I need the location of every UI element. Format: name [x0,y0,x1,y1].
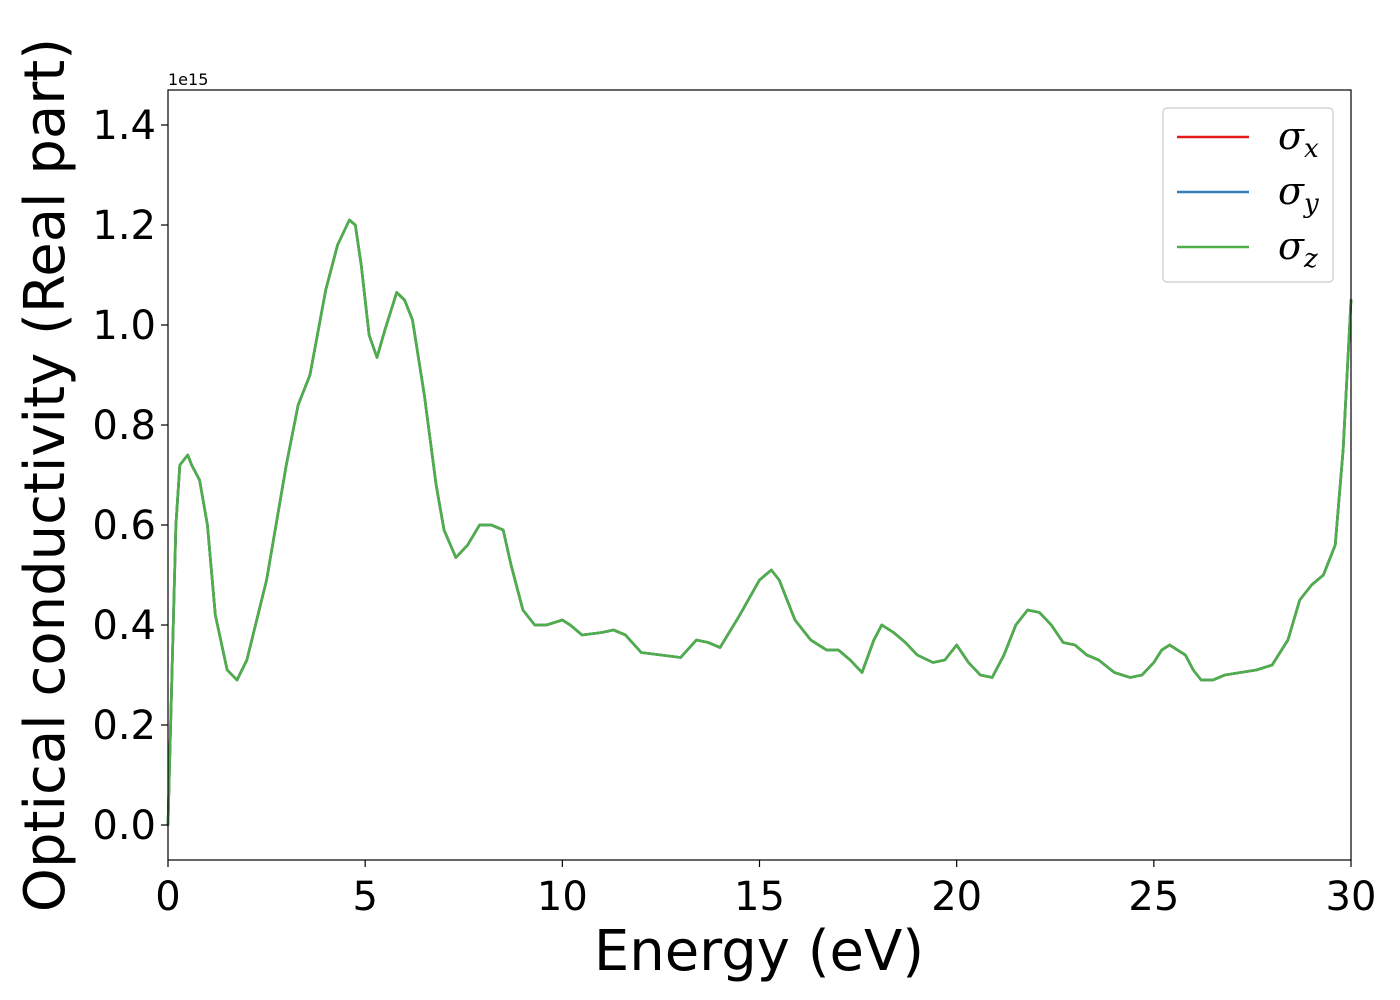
y-tick-label: 1.0 [92,303,156,349]
x-tick-label: 5 [352,874,377,920]
y-tick-label: 1.2 [92,203,156,249]
y-tick-label: 0.4 [92,603,156,649]
legend-label-x: σx [1278,114,1319,164]
x-tick-label: 25 [1128,874,1179,920]
plot-lines [166,218,1353,827]
x-tick-label: 20 [931,874,982,920]
legend-label-z: σz [1278,224,1318,274]
x-tick-label: 15 [734,874,785,920]
series-line-2 [166,218,1353,827]
y-tick-label: 0.2 [92,703,156,749]
y-offset-label: 1e15 [168,70,208,89]
x-tick-label: 0 [155,874,180,920]
x-axis-ticks: 0 5 10 15 20 25 30 [155,860,1376,920]
x-axis-title: Energy (eV) [594,919,924,984]
y-axis-ticks: 0.0 0.2 0.4 0.6 0.8 1.0 1.2 1.4 [92,103,168,849]
x-tick-label: 10 [537,874,588,920]
y-tick-label: 0.8 [92,403,156,449]
legend-box [1162,107,1334,283]
y-tick-label: 0.0 [92,803,156,849]
y-tick-label: 1.4 [92,103,156,149]
y-tick-label: 0.6 [92,503,156,549]
x-tick-label: 30 [1326,874,1377,920]
y-axis-title: Optical conductivity (Real part) [13,38,78,912]
legend-label-y: σy [1278,169,1319,219]
